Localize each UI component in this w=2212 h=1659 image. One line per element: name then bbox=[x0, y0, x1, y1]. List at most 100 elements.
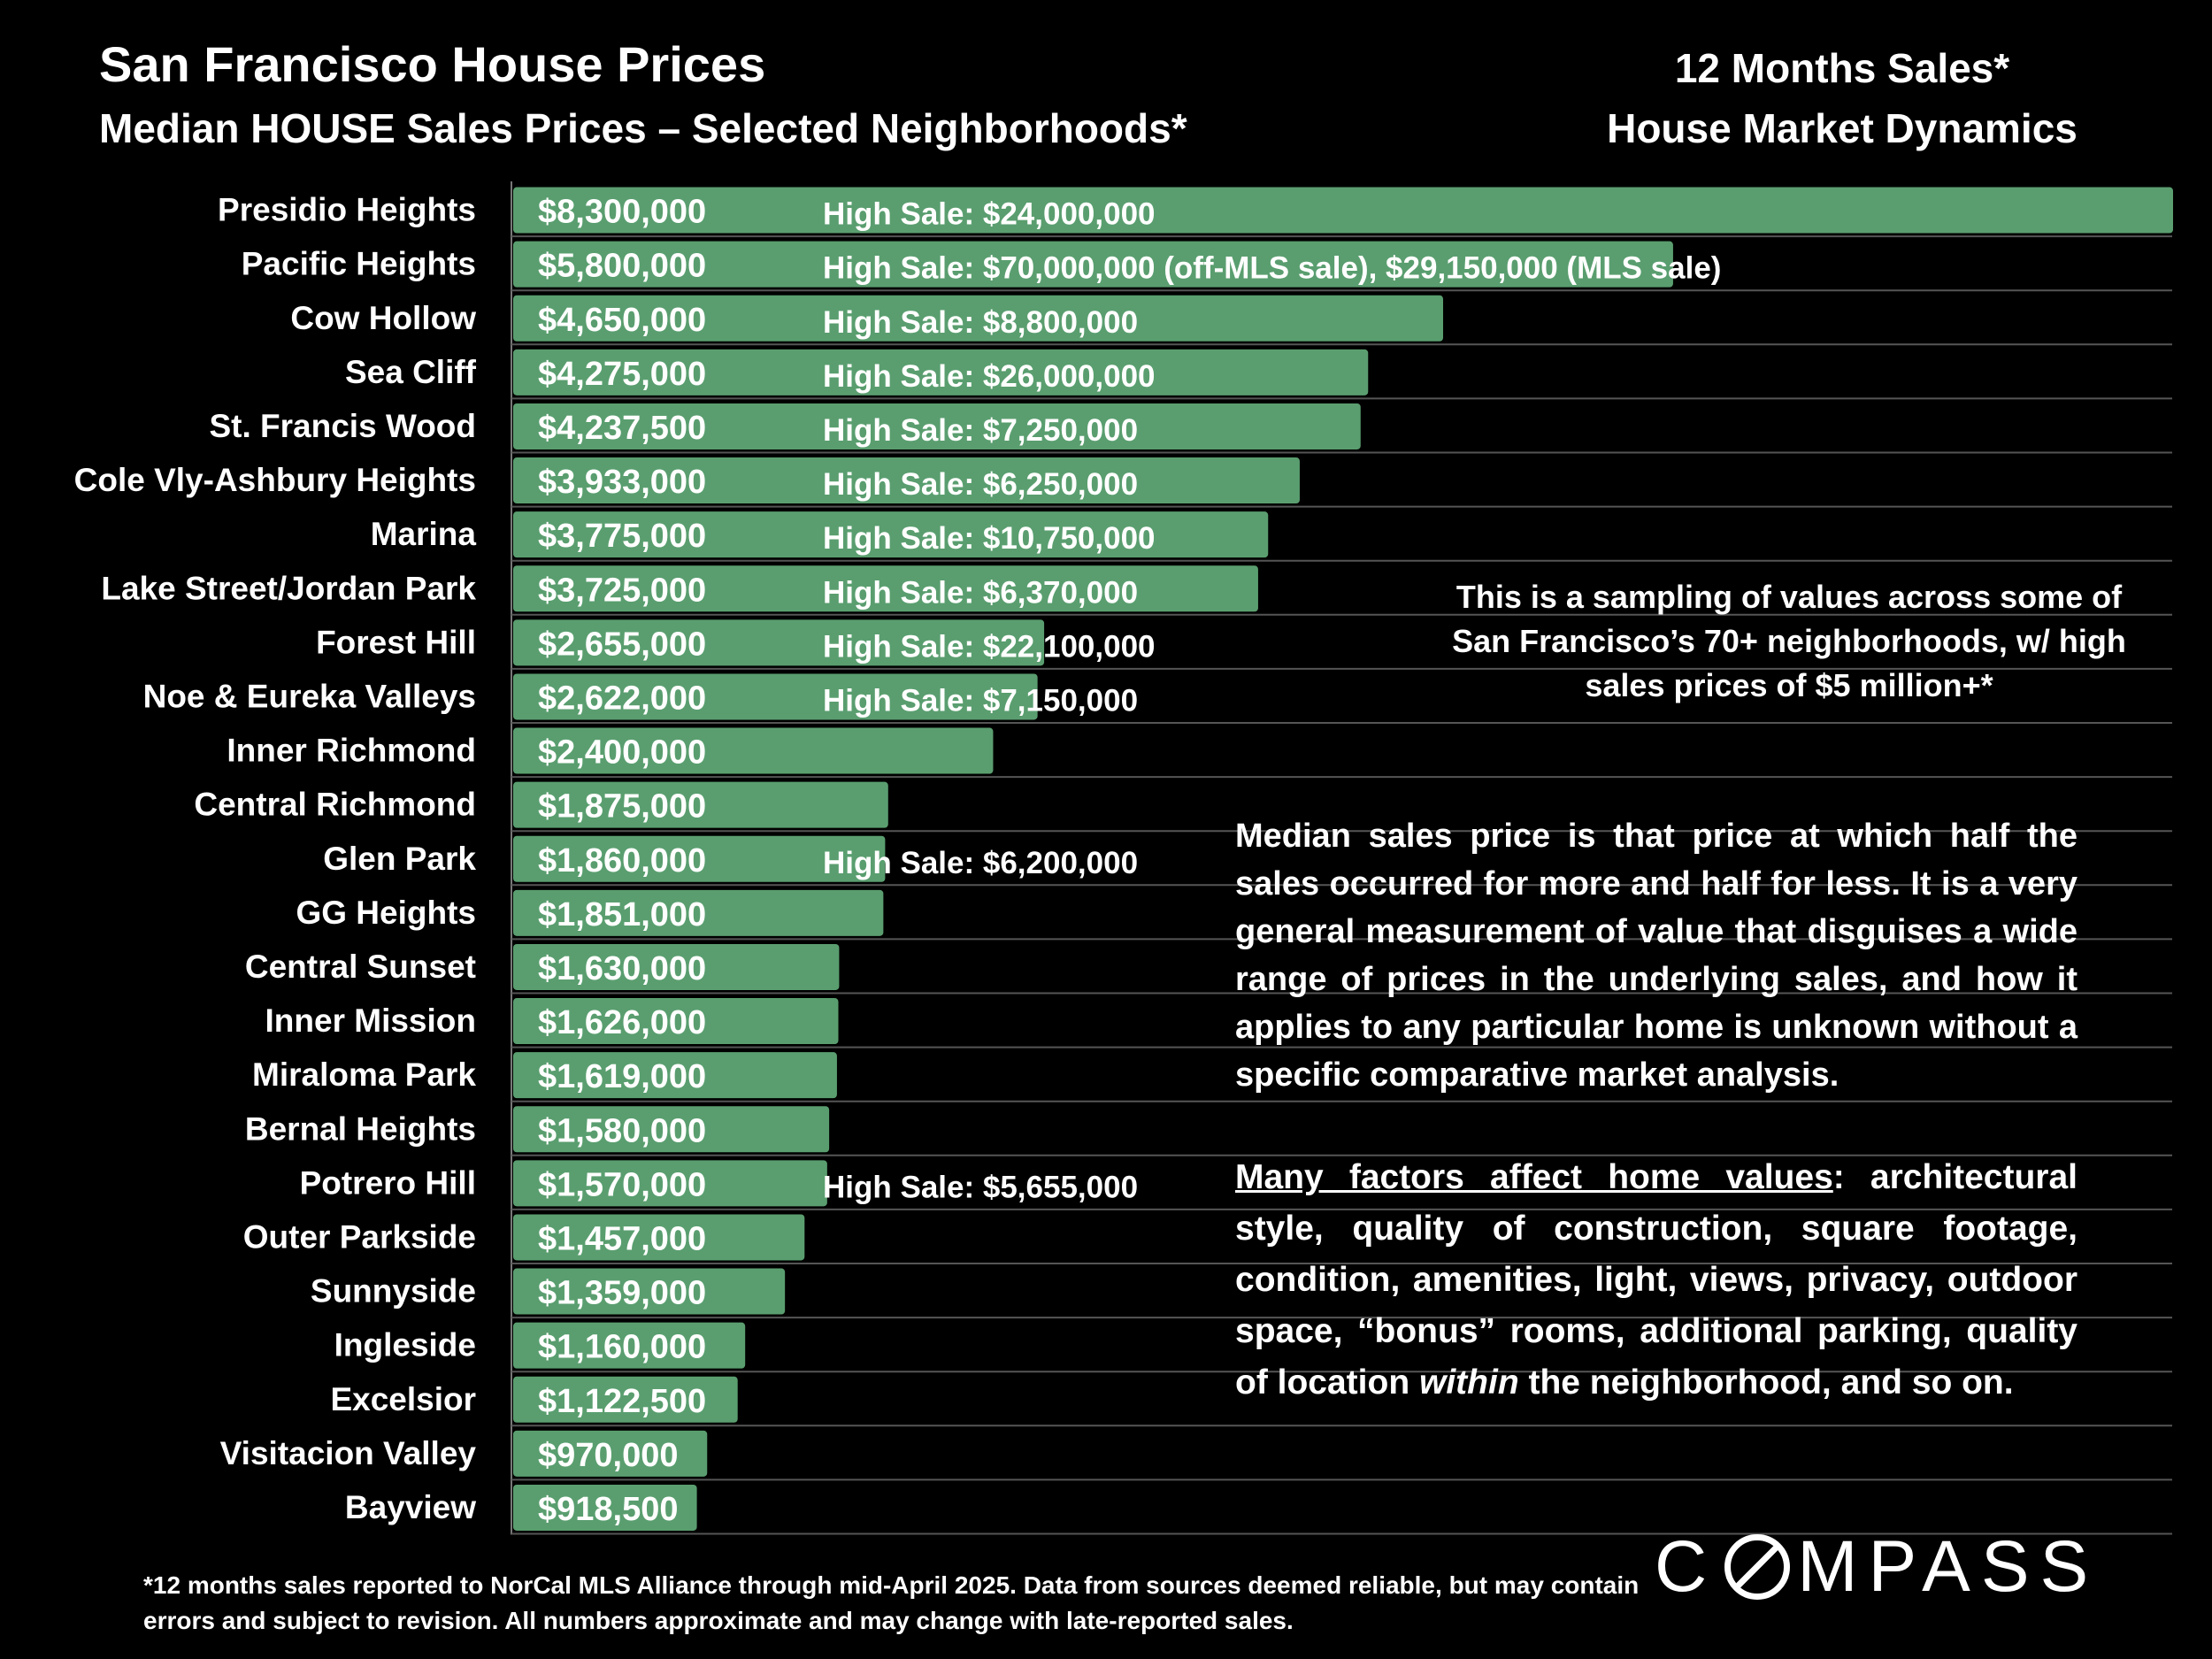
category-label: Potrero Hill bbox=[300, 1164, 476, 1201]
value-label: $1,619,000 bbox=[538, 1058, 706, 1095]
bar bbox=[513, 1322, 746, 1369]
factors-text-b: the neighborhood, and so on. bbox=[1518, 1363, 2014, 1402]
value-label: $1,851,000 bbox=[538, 896, 706, 933]
value-label: $2,400,000 bbox=[538, 734, 706, 772]
bar bbox=[513, 187, 2173, 234]
bar bbox=[513, 295, 1444, 342]
right-heading-line2: House Market Dynamics bbox=[1607, 105, 2078, 151]
category-label: Miraloma Park bbox=[252, 1056, 476, 1093]
bar bbox=[513, 1052, 837, 1099]
bar bbox=[513, 403, 1361, 449]
high-sale-label: High Sale: $5,655,000 bbox=[823, 1170, 1138, 1204]
bar bbox=[513, 457, 1300, 504]
category-label: Cow Hollow bbox=[290, 300, 476, 336]
high-sale-label: High Sale: $70,000,000 (off-MLS sale), $… bbox=[823, 251, 1721, 286]
logo-o-mark bbox=[1724, 1534, 1791, 1600]
bar bbox=[513, 1376, 738, 1423]
value-label: $2,622,000 bbox=[538, 680, 706, 717]
category-label: Inner Richmond bbox=[227, 733, 476, 769]
category-label: Pacific Heights bbox=[242, 246, 476, 282]
bar bbox=[513, 511, 1269, 558]
value-label: $1,626,000 bbox=[538, 1004, 706, 1041]
bar bbox=[513, 1268, 786, 1315]
category-label: Visitacion Valley bbox=[220, 1435, 477, 1471]
value-label: $3,933,000 bbox=[538, 464, 706, 501]
category-label: GG Heights bbox=[296, 895, 476, 931]
bar bbox=[513, 1214, 805, 1261]
value-label: $1,457,000 bbox=[538, 1220, 706, 1257]
high-sale-label: High Sale: $7,250,000 bbox=[823, 413, 1138, 448]
bar bbox=[513, 889, 884, 936]
category-label: Glen Park bbox=[323, 841, 476, 877]
value-label: $1,570,000 bbox=[538, 1166, 706, 1203]
high-sale-label: High Sale: $6,200,000 bbox=[823, 846, 1138, 880]
value-label: $1,359,000 bbox=[538, 1275, 706, 1312]
value-label: $1,160,000 bbox=[538, 1329, 706, 1366]
category-label: Presidio Heights bbox=[218, 192, 476, 228]
logo-text-pre: C bbox=[1655, 1526, 1718, 1607]
bar bbox=[513, 835, 886, 882]
high-sale-label: High Sale: $6,370,000 bbox=[823, 575, 1138, 610]
bar bbox=[513, 1430, 708, 1477]
bar-chart: Presidio Heights $8,300,000 High Sale: $24… bbox=[74, 181, 2173, 1535]
value-label: $1,580,000 bbox=[538, 1112, 706, 1149]
high-sale-label: High Sale: $10,750,000 bbox=[823, 521, 1156, 556]
category-label: Marina bbox=[371, 516, 477, 552]
category-label: Central Sunset bbox=[245, 949, 476, 985]
bar bbox=[513, 673, 1038, 720]
category-label: Excelsior bbox=[330, 1381, 476, 1417]
bar bbox=[513, 1106, 830, 1153]
bar bbox=[513, 349, 1369, 396]
compass-logo: C MPASS bbox=[1655, 1525, 2099, 1609]
category-label: Cole Vly-Ashbury Heights bbox=[74, 462, 476, 498]
page-subtitle: Median HOUSE Sales Prices – Selected Nei… bbox=[99, 105, 1187, 151]
bar bbox=[513, 998, 839, 1045]
value-label: $3,775,000 bbox=[538, 518, 706, 555]
category-label: St. Francis Wood bbox=[209, 408, 476, 444]
category-label: Ingleside bbox=[334, 1327, 476, 1363]
category-label: Noe & Eureka Valleys bbox=[143, 678, 476, 714]
category-label: Bernal Heights bbox=[245, 1110, 476, 1147]
right-heading-line1: 12 Months Sales* bbox=[1674, 45, 2010, 91]
factors-text-a: : architectural style, quality of constr… bbox=[1235, 1158, 2078, 1402]
value-label: $1,875,000 bbox=[538, 788, 706, 826]
value-label: $3,725,000 bbox=[538, 572, 706, 609]
bar bbox=[513, 943, 840, 990]
value-label: $5,800,000 bbox=[538, 248, 706, 285]
value-label: $2,655,000 bbox=[538, 626, 706, 663]
bar bbox=[513, 565, 1258, 612]
high-sale-label: High Sale: $6,250,000 bbox=[823, 467, 1138, 502]
category-label: Outer Parkside bbox=[243, 1218, 476, 1255]
factors-note: Many factors affect home values: archite… bbox=[1235, 1152, 2078, 1409]
bar bbox=[513, 1160, 827, 1207]
value-label: $4,237,500 bbox=[538, 410, 706, 447]
value-label: $1,122,500 bbox=[538, 1383, 706, 1420]
bar bbox=[513, 727, 994, 774]
page-title: San Francisco House Prices bbox=[99, 36, 766, 92]
value-label: $4,650,000 bbox=[538, 302, 706, 339]
high-sale-label: High Sale: $22,100,000 bbox=[823, 629, 1156, 664]
factors-italic: within bbox=[1419, 1363, 1519, 1402]
value-label: $1,860,000 bbox=[538, 842, 706, 879]
bar bbox=[513, 619, 1045, 666]
high-sale-label: High Sale: $7,150,000 bbox=[823, 683, 1138, 718]
footnote: *12 months sales reported to NorCal MLS … bbox=[143, 1571, 1640, 1634]
bar bbox=[513, 241, 1673, 288]
category-label: Central Richmond bbox=[194, 787, 476, 823]
bar bbox=[513, 781, 888, 828]
value-label: $4,275,000 bbox=[538, 356, 706, 393]
category-label: Sunnyside bbox=[311, 1273, 476, 1310]
category-label: Bayview bbox=[345, 1489, 476, 1525]
category-label: Forest Hill bbox=[316, 624, 476, 660]
logo-text-post: MPASS bbox=[1797, 1526, 2100, 1607]
value-label: $918,500 bbox=[538, 1491, 679, 1528]
category-label: Lake Street/Jordan Park bbox=[101, 570, 476, 606]
factors-heading: Many factors affect home values bbox=[1235, 1158, 1833, 1196]
high-sale-label: High Sale: $26,000,000 bbox=[823, 359, 1156, 394]
value-label: $970,000 bbox=[538, 1437, 679, 1474]
high-sale-label: High Sale: $8,800,000 bbox=[823, 305, 1138, 340]
sampling-note: This is a sampling of values across some… bbox=[1452, 579, 2126, 703]
value-label: $1,630,000 bbox=[538, 950, 706, 987]
category-label: Sea Cliff bbox=[345, 354, 477, 390]
bar bbox=[513, 1484, 697, 1531]
